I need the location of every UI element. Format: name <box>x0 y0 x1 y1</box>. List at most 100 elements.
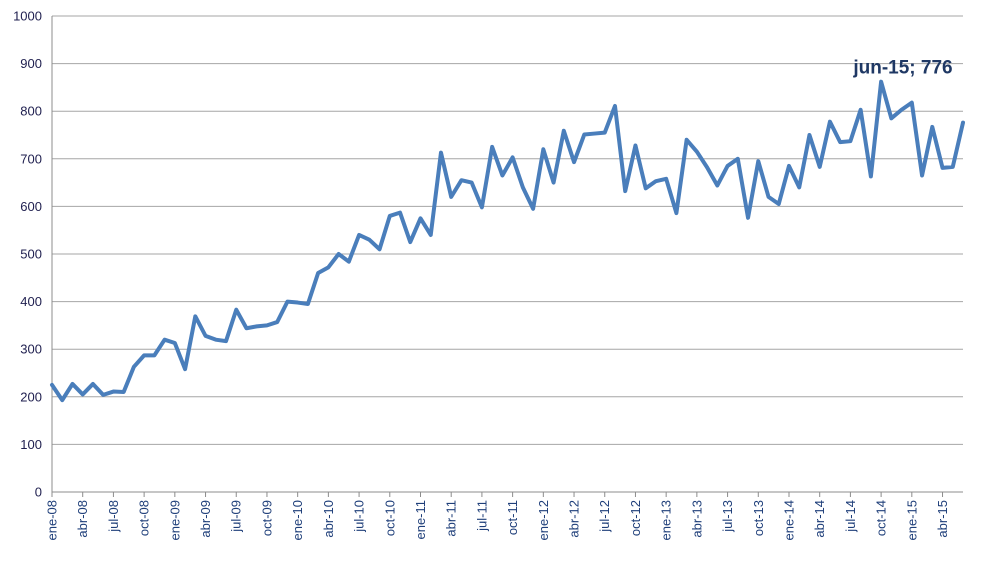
data-point <box>603 131 607 135</box>
x-tick-label: ene-14 <box>781 500 796 540</box>
x-tick-label: jul-09 <box>229 500 244 533</box>
gridlines <box>51 15 963 493</box>
series-line <box>50 79 965 403</box>
data-point <box>961 121 965 125</box>
y-tick-label: 1000 <box>13 9 42 24</box>
data-point <box>562 129 566 133</box>
x-tick-label: abr-15 <box>935 500 950 538</box>
y-tick-label: 600 <box>20 199 42 214</box>
series-points <box>50 80 965 402</box>
x-tick-label: abr-14 <box>812 500 827 538</box>
data-point <box>521 185 525 189</box>
data-point <box>879 80 883 84</box>
x-tick-label: oct-10 <box>382 500 397 536</box>
data-point <box>654 179 658 183</box>
data-point <box>111 389 116 394</box>
data-point <box>736 157 740 161</box>
data-point <box>255 324 259 328</box>
data-point <box>715 183 719 188</box>
data-point <box>531 207 535 211</box>
x-tick-label: jul-08 <box>106 500 121 533</box>
data-point <box>142 353 146 357</box>
data-point <box>705 165 709 169</box>
x-tick-label: oct-11 <box>505 500 520 535</box>
x-tick-label: abr-10 <box>321 500 336 538</box>
data-point <box>889 116 893 120</box>
data-point <box>695 150 699 154</box>
y-tick-label: 400 <box>20 294 42 309</box>
y-tick-label: 700 <box>20 151 42 166</box>
data-point <box>848 139 853 143</box>
data-point <box>439 151 443 155</box>
data-point <box>807 133 812 137</box>
data-point <box>551 181 556 185</box>
data-point <box>766 195 771 199</box>
data-point <box>162 338 167 342</box>
x-tick-label: jul-13 <box>720 500 735 533</box>
x-axis-tick-labels: ene-08 abr-08 jul-08 oct-08 ene-09 abr-09 jul-… <box>45 492 950 540</box>
data-point <box>91 382 95 386</box>
data-point <box>234 308 238 312</box>
data-point <box>275 320 279 324</box>
data-point <box>664 177 668 181</box>
y-tick-label: 500 <box>20 247 42 262</box>
data-point <box>183 367 187 371</box>
data-point <box>122 390 126 394</box>
data-point <box>265 323 269 327</box>
data-point <box>746 216 750 220</box>
data-point <box>326 265 330 269</box>
data-point <box>398 210 402 215</box>
data-point <box>347 260 351 264</box>
x-tick-label: ene-11 <box>413 500 428 540</box>
data-point <box>70 382 75 386</box>
x-tick-label: oct-12 <box>628 500 643 536</box>
data-point <box>203 334 208 338</box>
data-point <box>490 145 494 149</box>
data-point <box>869 174 873 179</box>
data-point <box>449 195 453 199</box>
x-tick-label: abr-13 <box>689 500 704 538</box>
data-point <box>838 140 842 144</box>
data-point <box>224 339 228 343</box>
data-point <box>828 120 832 124</box>
data-point <box>500 173 504 178</box>
data-point <box>818 165 822 169</box>
data-point <box>470 181 474 185</box>
data-point <box>940 166 945 170</box>
y-axis-tick-labels: 0 100 200 300 400 500 600 700 800 900 1000 <box>13 9 42 500</box>
series-layer <box>50 79 965 403</box>
data-point <box>951 165 955 169</box>
data-point <box>337 252 341 256</box>
x-tick-label: ene-09 <box>167 500 182 540</box>
data-point <box>357 233 361 237</box>
data-point <box>132 365 136 369</box>
data-point <box>644 186 648 190</box>
data-point <box>429 233 433 237</box>
x-tick-label: ene-15 <box>904 500 919 540</box>
data-point <box>152 353 156 357</box>
x-tick-label: jul-11 <box>474 500 489 532</box>
data-point <box>797 185 801 189</box>
data-point <box>101 393 105 397</box>
y-tick-label: 0 <box>35 485 42 500</box>
data-point <box>244 326 249 330</box>
data-point <box>285 300 290 304</box>
x-tick-label: ene-08 <box>45 500 60 540</box>
x-tick-label: jul-14 <box>843 500 858 533</box>
data-point <box>572 160 576 164</box>
y-tick-label: 300 <box>20 342 42 357</box>
x-tick-label: oct-09 <box>259 500 274 536</box>
data-point <box>859 108 863 112</box>
data-point <box>459 178 464 182</box>
x-tick-label: ene-10 <box>290 500 305 540</box>
data-point <box>50 383 54 387</box>
x-tick-label: abr-08 <box>75 500 90 538</box>
x-tick-label: abr-12 <box>567 500 582 538</box>
x-tick-label: oct-13 <box>751 500 766 536</box>
data-point <box>674 211 678 215</box>
data-point <box>685 138 689 142</box>
peak-annotation: jun-15; 776 <box>852 58 952 79</box>
x-tick-label: ene-13 <box>659 500 674 540</box>
